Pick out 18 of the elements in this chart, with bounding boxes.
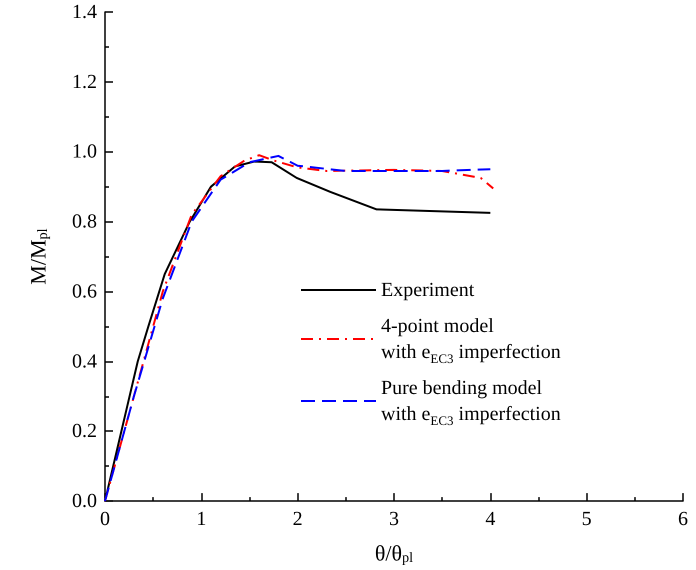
x-tick-label: 5 [582,508,592,530]
x-tick-label: 4 [485,508,496,530]
y-tick-label: 0.6 [72,280,97,302]
x-tick-label: 2 [292,508,303,530]
y-tick-label: 0.4 [72,350,97,372]
x-axis-title: θ/θpl [374,540,414,566]
y-tick-label: 0.8 [72,210,97,233]
x-tick-label: 6 [678,508,688,530]
y-tick-label: 1.4 [72,1,97,23]
y-tick-label: 1.0 [72,140,97,163]
x-tick-label: 0 [100,508,110,530]
y-axis-title: M/Mpl [26,228,51,285]
y-tick-label: 1.2 [72,70,97,93]
x-tick-label: 1 [196,508,206,530]
y-tick-label: 0.0 [72,490,97,512]
x-tick-label: 3 [389,508,399,530]
y-tick-label: 0.2 [72,420,97,442]
legend-label: Experiment [381,279,475,301]
